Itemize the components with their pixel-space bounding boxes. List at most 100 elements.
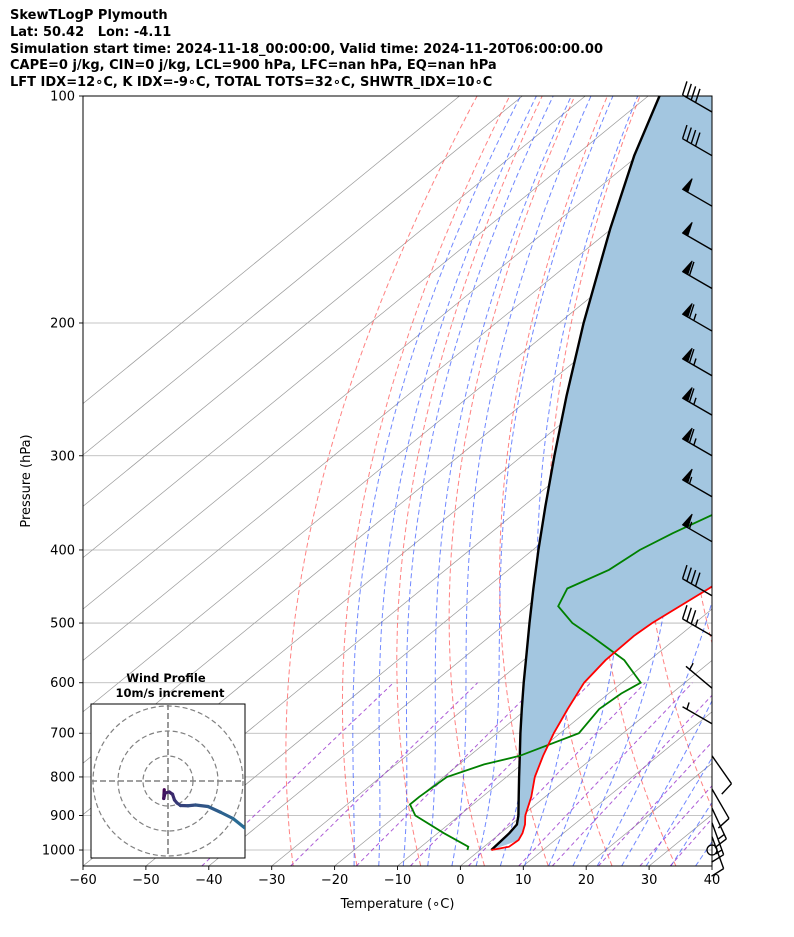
dry-adiabat-line — [448, 96, 576, 866]
barb-pennant — [681, 387, 693, 402]
barb-full-flag — [686, 607, 692, 622]
x-tick-label: −60 — [69, 873, 96, 888]
hodograph-content — [91, 704, 245, 858]
x-tick-label: 40 — [704, 873, 721, 888]
barb-full-flag — [688, 261, 695, 276]
barb-half-flag — [686, 702, 690, 710]
mixing-ratio-line — [355, 682, 541, 866]
barb-staff — [711, 755, 733, 785]
lifted-index-line: LFT IDX=12∘C, K IDX=-9∘C, TOTAL TOTS=32∘… — [10, 75, 493, 91]
barb-staff — [682, 618, 713, 637]
barb-pennant — [681, 178, 693, 193]
y-tick-label: 600 — [50, 676, 75, 691]
dry-adiabat-line — [499, 96, 608, 866]
barb-half-flag — [694, 619, 699, 627]
barb-full-flag — [681, 81, 688, 96]
barb-full-flag — [694, 572, 701, 587]
wind-barb — [681, 260, 713, 290]
barb-staff — [682, 706, 713, 725]
hodograph-trace-segment — [206, 804, 223, 814]
y-tick-label: 800 — [50, 770, 75, 785]
barb-half-flag — [715, 849, 723, 855]
dry-adiabat-line — [285, 96, 478, 866]
mixing-ratio-line — [290, 682, 478, 866]
wind-barb — [711, 788, 730, 829]
wind-barb — [681, 513, 713, 543]
simulation-time-line: Simulation start time: 2024-11-18_00:00:… — [10, 41, 603, 57]
isotherm-line — [711, 865, 712, 866]
isotherm-line — [83, 96, 586, 507]
y-tick-label: 100 — [50, 90, 75, 105]
barb-pennant — [681, 260, 693, 276]
barb-staff — [685, 665, 713, 689]
barb-pennant — [681, 303, 693, 318]
isotherm-line — [83, 96, 712, 610]
barb-full-flag — [686, 127, 692, 142]
y-tick-label: 400 — [50, 543, 75, 558]
barb-pennant — [681, 347, 693, 363]
isotherm-line — [460, 660, 712, 866]
x-tick-label: 0 — [456, 873, 464, 888]
hodograph-trace-segment — [218, 810, 235, 821]
barb-full-flag — [688, 388, 695, 403]
wind-barb — [711, 755, 733, 795]
dry-adiabat-line — [728, 96, 794, 866]
wind-barb — [682, 702, 713, 725]
plot-area — [83, 96, 794, 866]
hodograph-trace-segment — [231, 816, 245, 831]
wind-barb — [681, 124, 713, 157]
moist-adiabat-line — [745, 96, 794, 866]
y-tick-label: 200 — [50, 316, 75, 331]
wind-barb — [685, 662, 713, 689]
barb-half-flag — [693, 438, 697, 446]
barb-full-flag — [721, 783, 733, 795]
barb-full-flag — [686, 83, 692, 98]
barb-staff — [682, 138, 713, 157]
x-tick-label: −30 — [258, 873, 285, 888]
x-tick-label: −10 — [384, 873, 411, 888]
barb-full-flag — [690, 569, 697, 584]
wind-barb — [681, 81, 713, 113]
barb-staff — [711, 822, 725, 855]
barb-full-flag — [688, 428, 695, 443]
barb-full-flag — [717, 817, 730, 829]
y-tick-label: 700 — [50, 727, 75, 742]
wind-barb — [681, 468, 713, 498]
y-tick-label: 300 — [50, 449, 75, 464]
wind-barb — [681, 347, 713, 377]
isotherm-line — [83, 96, 460, 405]
barb-full-flag — [690, 610, 697, 625]
barb-staff — [682, 578, 713, 597]
moist-adiabat-line — [352, 96, 522, 866]
x-tick-label: 10 — [515, 873, 532, 888]
dry-adiabat-line — [341, 96, 511, 866]
wind-barb — [681, 387, 713, 416]
wind-barb — [681, 427, 713, 457]
y-tick-label: 900 — [50, 809, 75, 824]
moist-adiabat-line — [378, 96, 537, 866]
mixing-ratio-line — [598, 741, 712, 866]
barb-full-flag — [681, 564, 688, 579]
hodograph-trace-segment — [193, 803, 210, 809]
isotherm-line — [83, 96, 523, 456]
y-tick-label: 1000 — [42, 844, 75, 859]
barb-half-flag — [693, 313, 697, 321]
barb-full-flag — [681, 124, 688, 139]
temperature-profile-line — [491, 585, 712, 851]
x-tick-label: 30 — [641, 873, 658, 888]
barb-staff — [711, 788, 730, 819]
hodograph-subtitle: 10m/s increment — [116, 686, 225, 700]
x-tick-label: −40 — [195, 873, 222, 888]
barb-pennant — [681, 513, 693, 529]
barb-full-flag — [714, 838, 727, 849]
x-tick-label: −50 — [132, 873, 159, 888]
barb-full-flag — [694, 132, 701, 147]
dry-adiabat-line — [396, 96, 543, 866]
barb-full-flag — [688, 304, 695, 319]
wind-barb — [681, 303, 713, 332]
barb-half-flag — [693, 397, 697, 405]
chart-header: SkewTLogP Plymouth Lat: 50.42 Lon: -4.11… — [10, 8, 603, 92]
mixing-ratio-line — [639, 785, 712, 866]
isotherm-line — [83, 96, 649, 559]
